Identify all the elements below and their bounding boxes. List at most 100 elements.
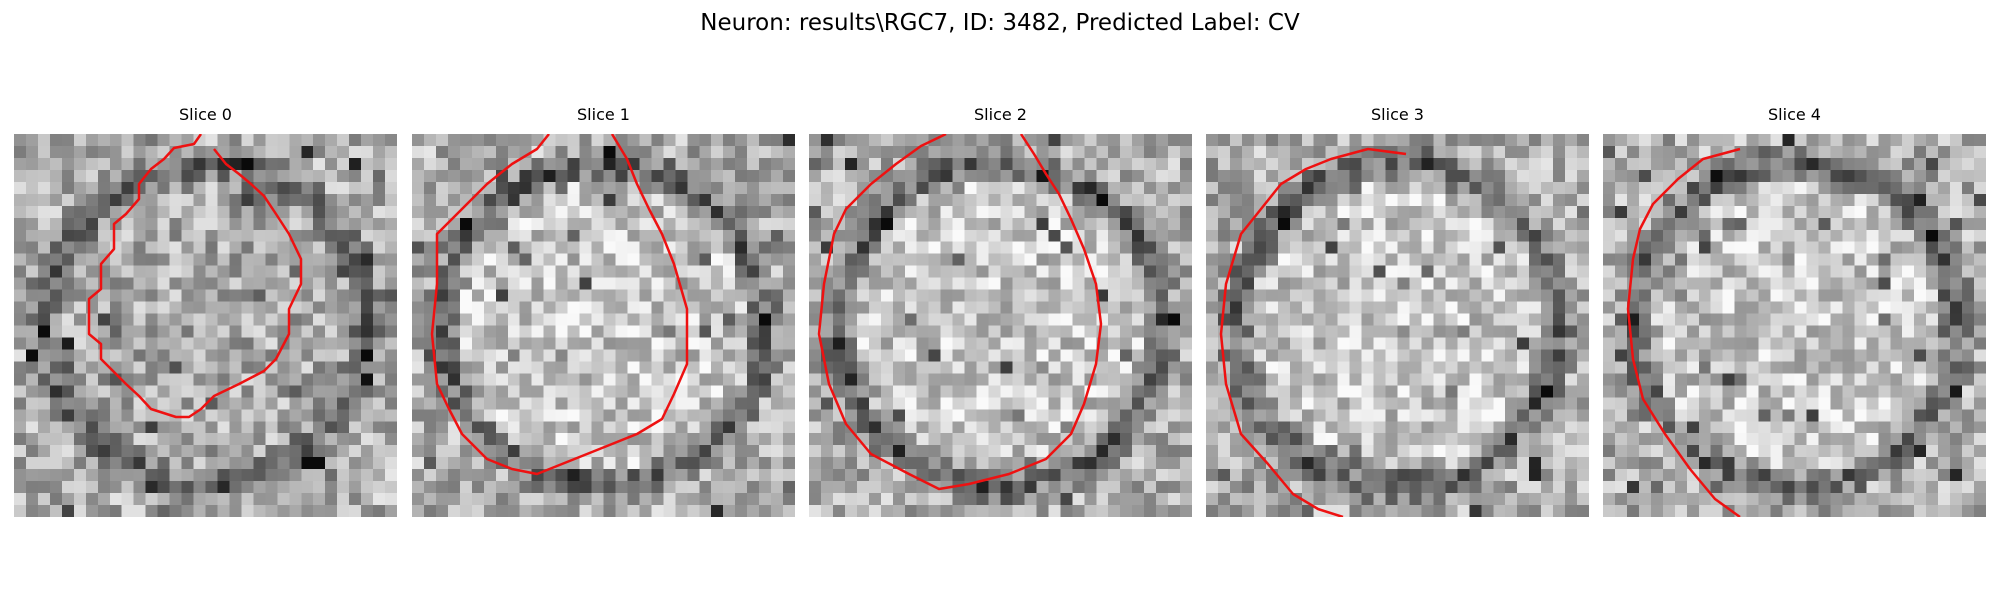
pixel — [759, 229, 772, 243]
pixel — [1926, 421, 1939, 434]
pixel — [1734, 181, 1748, 195]
pixel — [531, 157, 545, 171]
pixel — [495, 229, 509, 243]
pixel — [97, 421, 111, 434]
pixel — [1265, 301, 1279, 315]
pixel — [1902, 193, 1915, 207]
pixel — [361, 193, 374, 207]
pixel — [928, 217, 942, 231]
pixel — [1782, 181, 1796, 195]
pixel — [567, 241, 581, 255]
pixel — [1289, 181, 1303, 195]
pixel — [1686, 349, 1700, 363]
pixel — [1096, 181, 1109, 195]
pixel — [1036, 313, 1049, 327]
pixel — [61, 481, 75, 494]
pixel — [1084, 421, 1097, 434]
pixel — [1938, 265, 1951, 279]
pixel — [687, 421, 700, 434]
pixel — [904, 481, 918, 494]
pixel — [1156, 373, 1169, 386]
pixel — [313, 433, 326, 446]
pixel — [1421, 241, 1435, 255]
pixel — [1710, 265, 1724, 279]
pixel — [735, 337, 748, 351]
slice-title-1: Slice 1 — [577, 105, 630, 124]
pixel — [1553, 361, 1566, 374]
pixel — [1445, 349, 1458, 363]
pixel — [1373, 169, 1387, 183]
pixel — [1493, 445, 1506, 458]
pixel — [832, 361, 846, 374]
pixel — [1686, 457, 1700, 470]
pixel — [1361, 229, 1375, 243]
pixel — [241, 193, 254, 207]
pixel — [1325, 373, 1339, 386]
pixel — [711, 229, 724, 243]
pixel — [1854, 253, 1867, 267]
pixel — [567, 229, 581, 243]
pixel — [1577, 277, 1589, 291]
pixel — [1301, 397, 1315, 410]
pixel — [1313, 134, 1327, 147]
pixel — [1517, 445, 1530, 458]
pixel — [471, 265, 485, 279]
pixel — [904, 337, 918, 351]
pixel — [277, 205, 290, 219]
pixel — [1541, 289, 1554, 303]
pixel — [1770, 265, 1784, 279]
pixel — [193, 253, 207, 267]
pixel — [1758, 157, 1772, 171]
pixel — [1457, 193, 1470, 207]
pixel — [904, 265, 918, 279]
pixel — [832, 241, 846, 255]
pixel — [1060, 385, 1073, 398]
pixel — [759, 205, 772, 219]
pixel — [1206, 301, 1219, 315]
pixel — [435, 265, 449, 279]
pixel — [459, 181, 473, 195]
pixel — [241, 505, 254, 517]
pixel — [1722, 229, 1736, 243]
pixel — [880, 277, 894, 291]
pixel — [747, 265, 760, 279]
pixel — [820, 217, 834, 231]
pixel — [1926, 277, 1939, 291]
pixel — [916, 253, 930, 267]
pixel — [1241, 157, 1255, 171]
pixel — [1481, 253, 1494, 267]
pixel — [1253, 469, 1267, 482]
pixel — [1698, 229, 1712, 243]
pixel — [1770, 145, 1784, 159]
pixel — [1277, 493, 1291, 506]
pixel — [1120, 493, 1133, 506]
pixel — [241, 397, 254, 410]
pixel — [687, 373, 700, 386]
pixel — [1505, 134, 1518, 147]
pixel — [555, 409, 569, 422]
pixel — [723, 337, 736, 351]
pixel — [97, 169, 111, 183]
pixel — [1662, 301, 1676, 315]
pixel — [1012, 205, 1026, 219]
pixel — [579, 313, 593, 327]
pixel — [1337, 409, 1351, 422]
pixel — [507, 229, 521, 243]
pixel — [1168, 385, 1181, 398]
pixel — [1866, 169, 1879, 183]
pixel — [1313, 421, 1327, 434]
pixel — [337, 301, 350, 315]
pixel — [181, 457, 195, 470]
pixel — [1469, 134, 1482, 147]
pixel — [1180, 241, 1192, 255]
pixel — [385, 397, 397, 410]
pixel — [1902, 181, 1915, 195]
pixel — [1938, 373, 1951, 386]
pixel — [447, 493, 461, 506]
pixel — [699, 253, 712, 267]
pixel — [531, 277, 545, 291]
pixel — [217, 397, 231, 410]
pixel — [1337, 481, 1351, 494]
pixel — [904, 445, 918, 458]
pixel — [856, 325, 870, 339]
